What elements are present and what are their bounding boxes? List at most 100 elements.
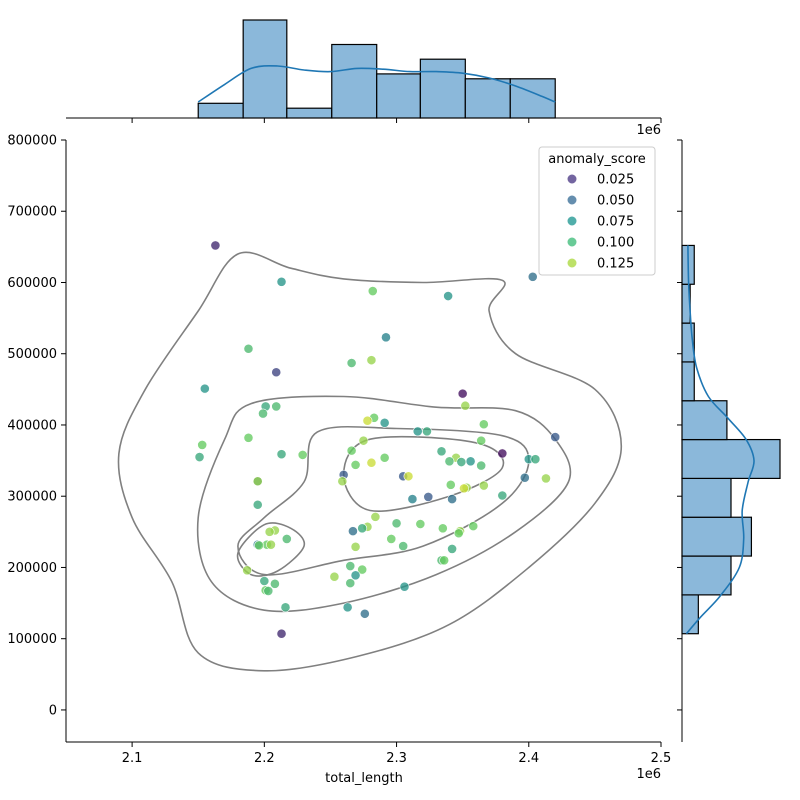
scatter-point bbox=[264, 526, 275, 537]
scatter-points bbox=[194, 240, 561, 639]
right-histogram-bar bbox=[681, 361, 695, 402]
y-tick-label: 700000 bbox=[7, 205, 57, 220]
scatter-point bbox=[447, 544, 457, 554]
scatter-point bbox=[457, 388, 468, 399]
scatter-point bbox=[391, 518, 402, 529]
scatter-point bbox=[478, 419, 489, 430]
scatter-point bbox=[456, 457, 467, 467]
scatter-point bbox=[276, 276, 287, 287]
kde-contour-5 bbox=[236, 522, 306, 577]
scatter-point bbox=[210, 240, 221, 251]
top-kde-line bbox=[197, 65, 556, 103]
scatter-point bbox=[468, 521, 479, 532]
legend-entry-label: 0.050 bbox=[597, 194, 634, 209]
scatter-point bbox=[445, 479, 456, 490]
legend-marker bbox=[566, 257, 578, 269]
x-tick-label: 2.5 bbox=[651, 751, 672, 766]
x-axis-offset-label: 1e6 bbox=[636, 767, 661, 782]
scatter-point bbox=[350, 459, 361, 470]
right-histogram-bar bbox=[681, 555, 732, 596]
legend-entry-label: 0.025 bbox=[597, 173, 634, 188]
scatter-point bbox=[357, 523, 368, 534]
legend-entry-label: 0.075 bbox=[597, 215, 634, 230]
legend-marker bbox=[566, 173, 578, 185]
top-marginal-histogram bbox=[197, 19, 556, 119]
scatter-point bbox=[271, 401, 282, 412]
y-axis-ticks: 0 100000 200000 300000 400000 500000 600000 700… bbox=[7, 134, 682, 718]
scatter-point bbox=[403, 471, 414, 482]
scatter-point bbox=[346, 358, 357, 368]
scatter-point bbox=[460, 400, 471, 411]
x-axis-ticks: 2.1 2.2 2.3 2.4 2.5 bbox=[122, 118, 672, 766]
scatter-point bbox=[348, 526, 358, 537]
scatter-point bbox=[412, 426, 423, 437]
scatter-point bbox=[194, 452, 205, 462]
scatter-point bbox=[459, 483, 469, 494]
y-tick-label: 600000 bbox=[7, 276, 57, 291]
scatter-point bbox=[476, 460, 487, 471]
legend-entry-label: 0.100 bbox=[597, 236, 634, 251]
legend: anomaly_score 0.025 0.050 0.075 0.100 0.125 bbox=[538, 146, 656, 276]
scatter-point bbox=[476, 435, 487, 446]
scatter-point bbox=[358, 435, 369, 446]
scatter-point bbox=[199, 383, 210, 394]
right-histogram-bar bbox=[681, 477, 732, 518]
x-tick-label: 2.4 bbox=[518, 751, 539, 766]
scatter-point bbox=[443, 291, 454, 301]
top-histogram-bar bbox=[419, 58, 466, 119]
scatter-point bbox=[497, 448, 508, 459]
scatter-point bbox=[252, 499, 263, 510]
scatter-point bbox=[527, 271, 538, 282]
scatter-point bbox=[359, 608, 370, 619]
legend-title: anomaly_score bbox=[548, 152, 646, 167]
x-tick-label: 2.1 bbox=[122, 751, 143, 766]
scatter-point bbox=[497, 490, 508, 501]
x-axis-label: total_length bbox=[325, 771, 403, 786]
y-tick-label: 800000 bbox=[7, 134, 57, 149]
scatter-point bbox=[447, 494, 457, 504]
scatter-point bbox=[399, 581, 410, 592]
y-tick-label: 500000 bbox=[7, 347, 57, 362]
scatter-point bbox=[270, 578, 280, 589]
kde-contour-1 bbox=[117, 251, 623, 672]
top-histogram-bar bbox=[286, 107, 333, 119]
legend-entry-label: 0.125 bbox=[597, 257, 634, 272]
top-histogram-bar bbox=[331, 43, 378, 119]
y-tick-label: 200000 bbox=[7, 561, 57, 576]
x-tick-label: 2.3 bbox=[386, 751, 407, 766]
top-axis-offset-label: 1e6 bbox=[636, 123, 661, 138]
scatter-point bbox=[379, 452, 390, 463]
scatter-point bbox=[342, 602, 353, 613]
scatter-point bbox=[329, 571, 340, 582]
legend-marker bbox=[566, 215, 578, 227]
legend-marker bbox=[566, 236, 578, 248]
y-tick-label: 300000 bbox=[7, 490, 57, 505]
scatter-point bbox=[530, 454, 541, 465]
scatter-point bbox=[258, 408, 268, 419]
top-histogram-bar bbox=[464, 78, 511, 119]
y-tick-label: 400000 bbox=[7, 418, 57, 433]
scatter-point bbox=[362, 415, 373, 426]
scatter-point bbox=[345, 578, 356, 589]
scatter-point bbox=[381, 332, 391, 343]
scatter-point bbox=[242, 565, 253, 576]
scatter-point bbox=[465, 456, 476, 467]
scatter-point bbox=[345, 561, 356, 571]
scatter-point bbox=[423, 492, 434, 502]
legend-marker bbox=[566, 194, 578, 206]
scatter-point bbox=[407, 494, 418, 504]
top-histogram-bar bbox=[197, 102, 244, 119]
right-histogram-bar bbox=[681, 400, 728, 441]
scatter-point bbox=[370, 511, 381, 522]
right-kde-line bbox=[685, 245, 755, 635]
scatter-point bbox=[379, 417, 390, 428]
scatter-point bbox=[276, 449, 287, 460]
right-histogram-bar bbox=[681, 516, 753, 557]
x-tick-label: 2.2 bbox=[254, 751, 275, 766]
scatter-point bbox=[271, 367, 282, 378]
scatter-point bbox=[243, 432, 254, 443]
scatter-point bbox=[243, 343, 254, 354]
scatter-point bbox=[266, 539, 276, 550]
